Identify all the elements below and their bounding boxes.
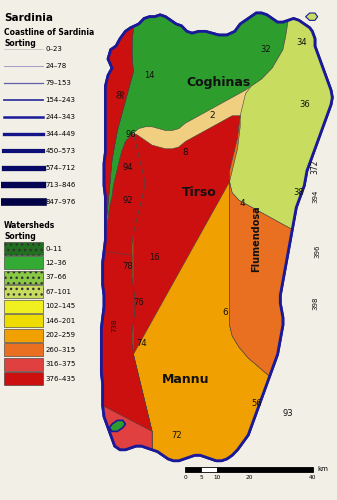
Text: 12–36: 12–36	[45, 260, 67, 266]
Text: 6: 6	[223, 308, 228, 316]
Text: 0–23: 0–23	[45, 46, 62, 52]
Bar	[4, 242, 43, 255]
Polygon shape	[101, 252, 152, 450]
Bar	[185, 467, 201, 472]
Text: 92: 92	[123, 196, 133, 204]
Text: Coastline of Sardinia: Coastline of Sardinia	[4, 28, 94, 37]
Text: 398: 398	[312, 296, 318, 310]
Text: 74: 74	[136, 339, 147, 348]
Text: 372: 372	[310, 160, 319, 174]
Text: 376–435: 376–435	[45, 376, 75, 382]
Text: 72: 72	[171, 430, 181, 440]
Text: Mannu: Mannu	[162, 374, 209, 386]
Text: Sorting: Sorting	[4, 39, 36, 48]
Text: 244–343: 244–343	[45, 114, 75, 120]
Polygon shape	[229, 116, 292, 376]
Text: 34: 34	[296, 38, 307, 47]
Polygon shape	[101, 28, 152, 450]
Bar	[4, 286, 43, 298]
Text: Coghinas: Coghinas	[187, 76, 251, 89]
Text: 67–101: 67–101	[45, 289, 71, 295]
Text: 10: 10	[213, 475, 221, 480]
Text: 40: 40	[309, 475, 316, 480]
Text: 394: 394	[312, 190, 318, 203]
Text: 94: 94	[123, 162, 133, 172]
Polygon shape	[103, 406, 152, 450]
Text: 260–315: 260–315	[45, 346, 75, 352]
Text: 847–976: 847–976	[45, 198, 76, 204]
Text: 344–449: 344–449	[45, 131, 75, 137]
Bar	[4, 372, 43, 385]
Text: Tirso: Tirso	[181, 186, 216, 200]
Bar	[4, 329, 43, 342]
Bar	[4, 256, 43, 270]
Text: 36: 36	[299, 100, 310, 110]
Polygon shape	[104, 28, 133, 252]
Text: km: km	[318, 466, 329, 472]
Text: 102–145: 102–145	[45, 304, 75, 310]
Text: 5: 5	[200, 475, 203, 480]
Text: 14: 14	[144, 71, 155, 80]
Text: 738: 738	[112, 318, 118, 332]
Text: 713–846: 713–846	[45, 182, 76, 188]
Bar	[217, 467, 249, 472]
Text: 96: 96	[125, 130, 136, 138]
Bar	[4, 314, 43, 328]
Text: 32: 32	[260, 45, 271, 54]
Text: 202–259: 202–259	[45, 332, 75, 338]
Text: 0–11: 0–11	[45, 246, 62, 252]
Text: 37–66: 37–66	[45, 274, 67, 280]
Polygon shape	[107, 13, 288, 230]
Polygon shape	[132, 116, 270, 460]
Text: 20: 20	[245, 475, 253, 480]
Bar	[201, 467, 217, 472]
Bar	[249, 467, 313, 472]
Text: 154–243: 154–243	[45, 97, 75, 103]
Bar	[4, 358, 43, 370]
Text: 38: 38	[294, 188, 304, 198]
Text: 78: 78	[123, 262, 133, 270]
Polygon shape	[306, 13, 317, 20]
Text: 8: 8	[183, 148, 188, 157]
Bar	[4, 300, 43, 313]
Text: Flumendosa: Flumendosa	[251, 206, 261, 272]
Text: 56: 56	[251, 400, 262, 408]
Text: 98: 98	[116, 88, 127, 100]
Polygon shape	[132, 182, 270, 460]
Bar	[4, 343, 43, 356]
Text: 0: 0	[183, 475, 187, 480]
Text: Watersheds: Watersheds	[4, 221, 55, 230]
Text: 2: 2	[209, 112, 215, 120]
Text: 79–153: 79–153	[45, 80, 71, 86]
Text: Sorting: Sorting	[4, 232, 36, 241]
Text: 396: 396	[315, 245, 320, 258]
Text: 16: 16	[149, 252, 160, 262]
Bar	[4, 271, 43, 284]
Text: 76: 76	[133, 298, 144, 308]
Text: 24–78: 24–78	[45, 63, 67, 69]
Text: 574–712: 574–712	[45, 164, 75, 170]
Text: 146–201: 146–201	[45, 318, 75, 324]
Text: 93: 93	[283, 408, 294, 418]
Polygon shape	[110, 420, 125, 432]
Polygon shape	[229, 18, 332, 230]
Text: 316–375: 316–375	[45, 361, 76, 367]
Text: Sardinia: Sardinia	[4, 13, 53, 23]
Text: 450–573: 450–573	[45, 148, 75, 154]
Text: 4: 4	[240, 200, 246, 208]
Polygon shape	[101, 13, 332, 460]
